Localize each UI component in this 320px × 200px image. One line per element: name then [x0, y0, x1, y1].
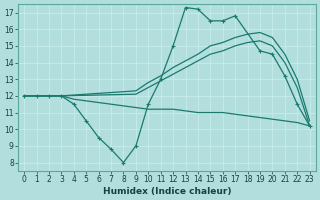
X-axis label: Humidex (Indice chaleur): Humidex (Indice chaleur) — [103, 187, 231, 196]
